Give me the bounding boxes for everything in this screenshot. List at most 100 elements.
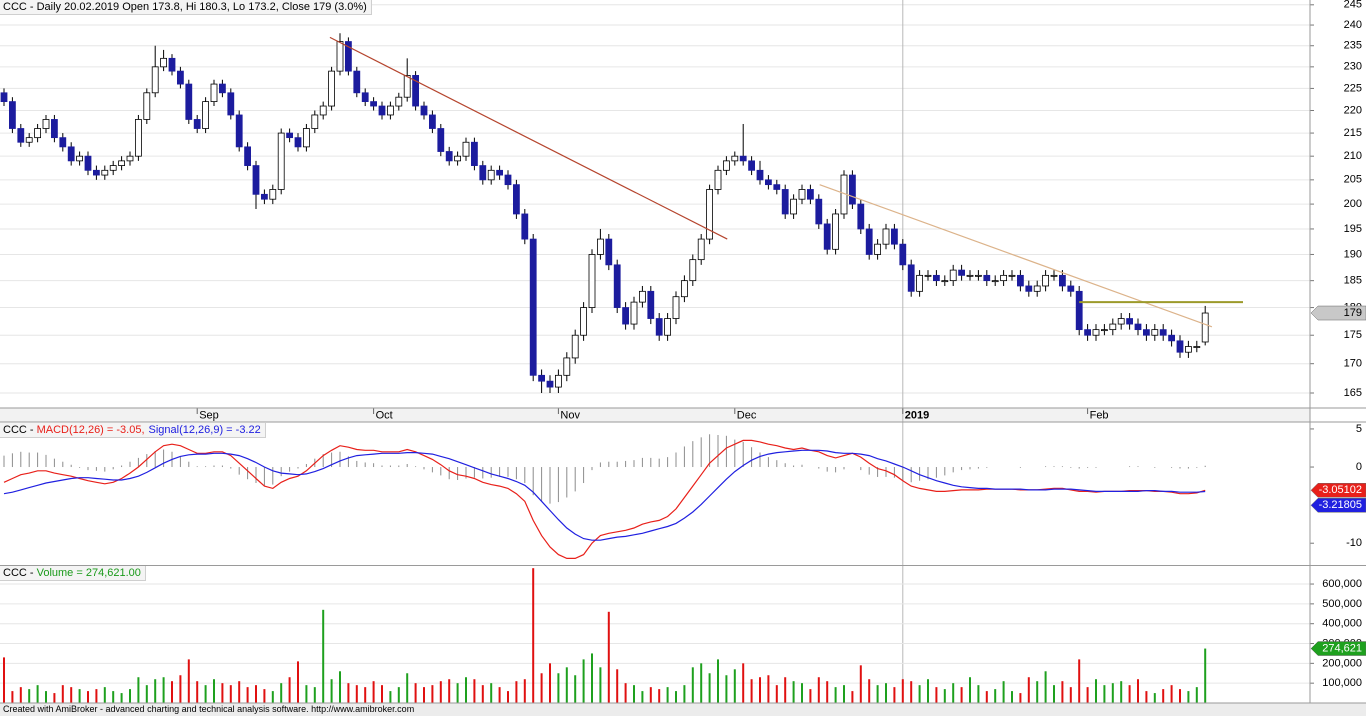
volume-bar	[708, 673, 711, 703]
candle-body	[891, 228, 898, 245]
y-tick-label: 185	[1344, 275, 1362, 287]
legend-entry: MACD(12,26) = -3.05,	[36, 424, 145, 436]
candle-body	[1126, 318, 1133, 325]
candle-body	[311, 114, 319, 129]
volume-bar	[1162, 689, 1165, 703]
volume-bar	[381, 685, 383, 703]
volume-bar	[406, 673, 409, 703]
candle-body	[1092, 329, 1100, 336]
y-tick-label: 240	[1344, 19, 1362, 31]
volume-bar	[162, 677, 165, 703]
y-tick-label: 0	[1356, 461, 1362, 473]
candle-body	[571, 334, 579, 359]
volume-bar	[1061, 681, 1064, 703]
volume-bar	[28, 689, 31, 703]
candle-body	[1084, 329, 1091, 336]
volume-bar	[187, 659, 190, 703]
volume-bar	[389, 691, 392, 703]
volume-bar	[221, 683, 224, 703]
candle-body	[403, 75, 411, 98]
volume-bar	[120, 693, 123, 703]
volume-bar	[1002, 681, 1005, 703]
volume-bar	[11, 691, 14, 703]
volume-bar	[565, 667, 568, 703]
volume-bar	[885, 683, 887, 703]
candle-body	[1033, 285, 1041, 292]
candle-body	[563, 357, 571, 376]
volume-bar	[843, 685, 845, 703]
volume-bar	[658, 689, 661, 703]
candle-body	[25, 137, 33, 143]
candle-body	[437, 128, 445, 152]
volume-bar	[238, 681, 241, 703]
volume-bar	[523, 679, 526, 703]
candle-body	[59, 137, 67, 148]
candle-body	[1042, 274, 1049, 287]
volume-bar	[868, 679, 871, 703]
candle-body	[1075, 290, 1083, 331]
volume-bar	[498, 687, 501, 703]
volume-bar	[616, 669, 619, 703]
y-tick-label: 165	[1344, 387, 1362, 399]
candle-body	[8, 101, 16, 129]
volume-bar	[557, 673, 560, 703]
volume-bar	[935, 687, 938, 703]
x-tick-label: 2019	[905, 409, 929, 421]
volume-bar	[725, 675, 728, 703]
candle-body	[378, 105, 386, 116]
candle-body	[630, 301, 638, 325]
candle-body	[336, 41, 344, 72]
volume-bar	[490, 683, 493, 703]
volume-bar	[893, 687, 896, 703]
value-badge	[1310, 483, 1366, 498]
candle-body	[370, 101, 378, 107]
volume-bar	[717, 659, 719, 703]
price-pane-title: CCC - Daily 20.02.2019 Open 173.8, Hi 18…	[0, 0, 372, 15]
candle-body	[580, 307, 587, 336]
volume-bar	[901, 679, 904, 703]
y-tick-label: 230	[1344, 61, 1362, 73]
candle-body	[302, 128, 310, 148]
candle-body	[706, 189, 713, 240]
candle-body	[0, 92, 8, 103]
volume-bar	[624, 683, 627, 703]
candle-body	[681, 280, 688, 298]
candle-body	[664, 318, 671, 336]
footer-strip	[0, 703, 1366, 716]
y-tick-label: 225	[1344, 82, 1362, 94]
candle-body	[470, 141, 478, 166]
volume-bar	[767, 675, 770, 703]
legend-entry: Signal(12,26,9) = -3.22	[148, 424, 261, 436]
y-tick-label: 200	[1344, 198, 1362, 210]
volume-bar	[784, 677, 787, 703]
candle-body	[597, 238, 604, 255]
macd-pane-title: CCC - MACD(12,26) = -3.05, Signal(12,26,9…	[0, 423, 266, 438]
volume-bar	[1095, 679, 1097, 703]
candle-body	[1159, 329, 1167, 336]
candle-body	[260, 193, 268, 200]
volume-bar	[372, 681, 375, 703]
candle-body	[286, 132, 294, 139]
series-line	[3, 449, 1206, 541]
volume-bar	[691, 667, 694, 703]
y-tick-label: 170	[1344, 358, 1362, 370]
volume-bar	[271, 691, 274, 703]
candle-body	[949, 269, 957, 282]
volume-bar	[549, 663, 551, 703]
volume-bar	[750, 679, 753, 703]
volume-bar	[1027, 677, 1030, 703]
candle-body	[983, 274, 991, 282]
candle-body	[67, 146, 75, 162]
volume-bar	[179, 675, 182, 703]
volume-bar	[112, 691, 115, 703]
volume-bar	[1120, 681, 1123, 703]
candle-body	[1109, 323, 1117, 331]
volume-bar	[1153, 693, 1156, 703]
volume-bar	[1053, 685, 1055, 703]
candle-body	[218, 83, 226, 94]
candle-body	[1000, 274, 1007, 282]
candle-body	[933, 274, 940, 282]
y-tick-label: 600,000	[1322, 578, 1362, 590]
